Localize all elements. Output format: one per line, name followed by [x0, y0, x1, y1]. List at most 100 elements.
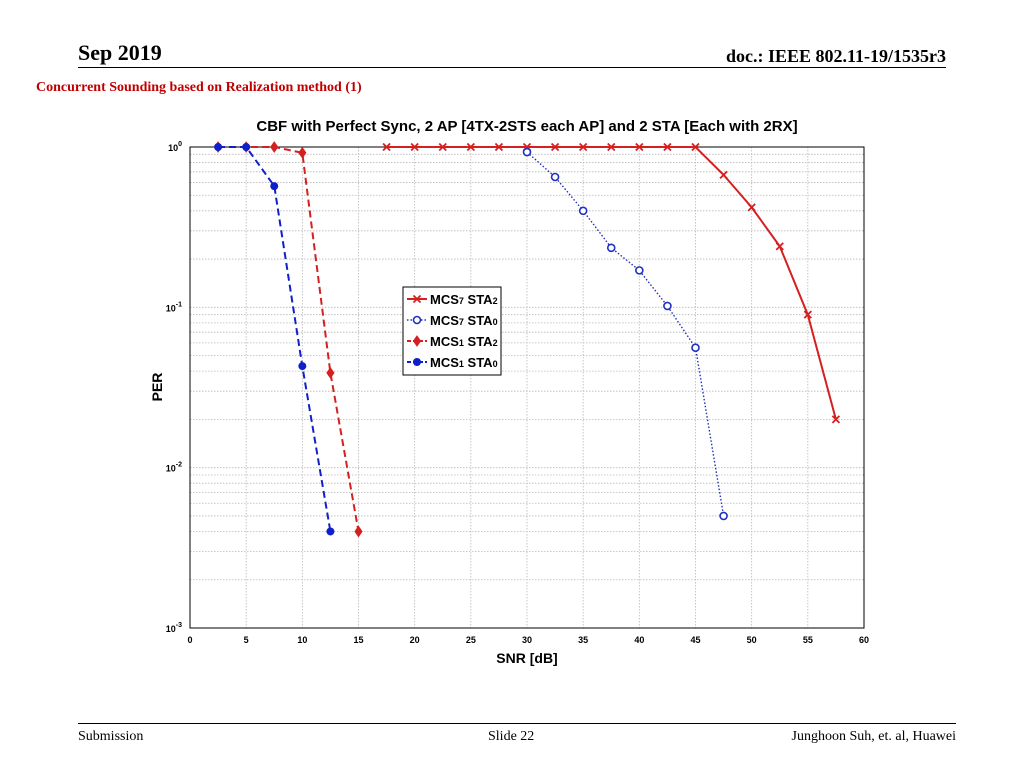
legend-label-part: 1: [459, 359, 464, 369]
x-marker: [831, 415, 841, 424]
legend-label: MCS1 STA2: [430, 334, 498, 349]
circle-marker: [691, 343, 700, 353]
x-axis-ticks: 0 5 10 15 20 25 30 35 40 45 50 55 60: [187, 635, 869, 645]
x-tick-label: 0: [187, 635, 192, 645]
diamond-marker: [412, 335, 422, 347]
x-marker: [719, 170, 728, 180]
circle-marker: [550, 172, 560, 182]
x-marker: [635, 142, 644, 152]
diamond-marker: [298, 146, 307, 159]
footer-slide-number: Slide 22: [488, 729, 535, 744]
x-marker: [691, 142, 700, 152]
x-marker-stroke: [747, 203, 756, 212]
diamond-marker: [270, 141, 279, 153]
legend-label-part: 2: [493, 296, 498, 306]
x-marker-stroke: [775, 242, 784, 251]
x-marker: [663, 142, 672, 152]
series-mcs7-sta0: [522, 147, 728, 521]
x-tick-label: 50: [747, 635, 757, 645]
x-marker: [550, 142, 560, 152]
y-tick-base: 10: [166, 464, 176, 474]
footer-divider: [78, 723, 956, 724]
x-tick-label: 25: [466, 635, 476, 645]
series-line: [218, 146, 332, 532]
legend-label-part: STA: [464, 334, 493, 349]
y-tick-label: 10-3: [166, 622, 182, 634]
series-layer: [213, 141, 841, 538]
x-marker-stroke: [607, 142, 616, 152]
x-marker: [803, 310, 812, 319]
legend-label-part: 7: [459, 296, 464, 306]
circle-marker: [635, 266, 644, 275]
x-marker-stroke: [663, 142, 672, 152]
series-mcs1-sta0: [214, 143, 335, 536]
x-marker-stroke: [691, 142, 700, 152]
chart-title: CBF with Perfect Sync, 2 AP [4TX-2STS ea…: [256, 118, 797, 135]
circle-marker: [719, 511, 728, 521]
legend-label-part: 0: [493, 317, 498, 327]
y-tick-exponent: -3: [176, 622, 182, 629]
dot-marker: [326, 527, 335, 536]
series-line: [526, 151, 725, 517]
legend-label-part: MCS: [430, 313, 459, 328]
dot-marker: [270, 182, 279, 191]
diamond-marker: [354, 525, 363, 538]
diamond-marker: [326, 367, 335, 379]
x-marker: [410, 142, 419, 152]
x-marker-stroke: [466, 142, 475, 152]
series-line: [386, 146, 837, 420]
x-tick-label: 40: [634, 635, 644, 645]
legend-label-part: MCS: [430, 292, 459, 307]
y-tick-exponent: -2: [176, 462, 182, 469]
x-tick-label: 5: [244, 635, 249, 645]
legend-entry: MCS1 STA0: [407, 355, 498, 370]
header-doc-id: doc.: IEEE 802.11-19/1535r3: [725, 46, 946, 66]
x-marker: [747, 203, 756, 212]
circle-marker: [578, 206, 588, 216]
x-tick-label: 60: [859, 635, 869, 645]
footer-submission: Submission: [78, 729, 144, 744]
dot-marker: [413, 358, 421, 366]
legend-label-part: STA: [464, 313, 493, 328]
x-marker-stroke: [803, 310, 812, 319]
legend-entry: MCS7 STA0: [407, 313, 498, 328]
y-tick-exponent: -1: [176, 301, 182, 308]
y-tick-base: 10: [166, 303, 176, 313]
x-tick-label: 35: [578, 635, 588, 645]
dot-marker: [298, 362, 307, 371]
x-marker: [382, 142, 391, 152]
x-marker-stroke: [412, 294, 422, 304]
legend-label-part: 1: [459, 338, 464, 348]
circle-marker: [606, 243, 616, 253]
footer-authors: Junghoon Suh, et. al, Huawei: [791, 729, 956, 744]
x-tick-label: 45: [690, 635, 700, 645]
x-marker: [579, 142, 588, 152]
header-divider: [78, 67, 946, 68]
legend-label: MCS7 STA0: [430, 313, 498, 328]
legend-label-part: STA: [464, 292, 493, 307]
legend-label-part: 7: [459, 317, 464, 327]
y-tick-base: 10: [166, 624, 176, 634]
legend-entry: MCS1 STA2: [407, 334, 498, 349]
y-tick-label: 10-2: [166, 462, 182, 474]
y-tick-label: 100: [168, 141, 182, 153]
legend-label-part: 0: [493, 359, 498, 369]
header-date: Sep 2019: [78, 40, 162, 65]
x-marker-stroke: [550, 142, 560, 152]
circle-marker: [412, 315, 422, 325]
y-tick-exponent: 0: [178, 141, 182, 148]
x-marker-stroke: [494, 142, 504, 152]
x-axis-label: SNR [dB]: [496, 650, 557, 666]
legend-label: MCS1 STA0: [430, 355, 498, 370]
x-tick-label: 15: [353, 635, 363, 645]
x-marker: [412, 294, 422, 304]
x-marker: [466, 142, 475, 152]
y-tick-label: 10-1: [166, 301, 182, 313]
circle-marker: [522, 147, 532, 157]
x-tick-label: 55: [803, 635, 813, 645]
legend-entry: MCS7 STA2: [407, 292, 498, 307]
series-mcs7-sta2: [382, 142, 841, 424]
x-tick-label: 20: [410, 635, 420, 645]
